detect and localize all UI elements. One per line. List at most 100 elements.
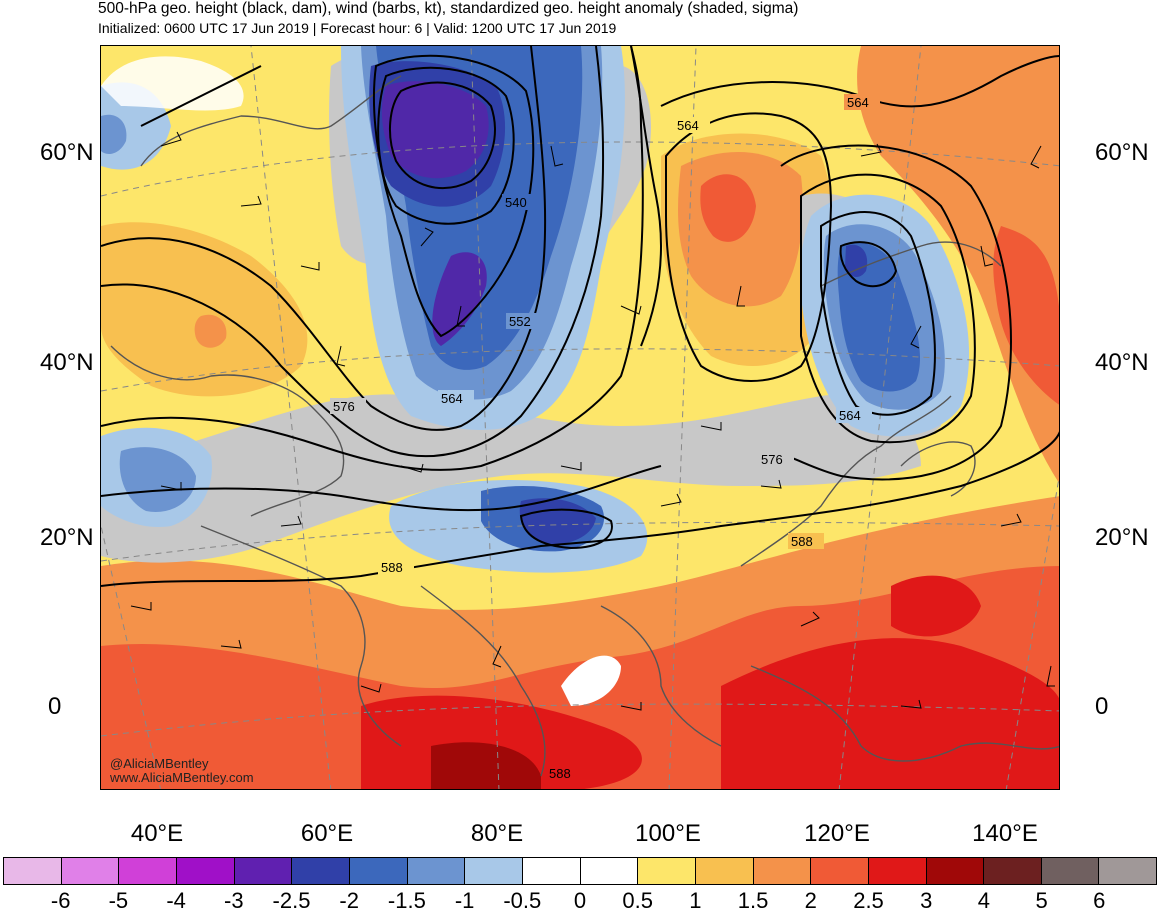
contour-label-564-central: 564 <box>677 118 699 133</box>
contour-label-564-ne: 564 <box>847 95 869 110</box>
wind-barb <box>1046 665 1055 687</box>
wind-barb <box>280 515 302 527</box>
contour-label-540: 540 <box>505 195 527 210</box>
coastlines <box>110 75 1059 777</box>
anomaly-red-maritime <box>721 638 1059 789</box>
contour-584-tibet <box>519 508 613 550</box>
colorbar-bin <box>119 858 177 884</box>
graticule <box>101 46 1059 789</box>
contour-564-north <box>660 55 1059 108</box>
contour-label-552: 552 <box>509 314 531 329</box>
contour-label-564-west: 564 <box>441 391 463 406</box>
anomaly-gray-band <box>101 394 921 563</box>
colorbar-label: 2 <box>804 888 817 913</box>
wind-barb <box>420 227 434 247</box>
gridline-60e <box>250 46 332 789</box>
colorbar-bin <box>522 858 581 884</box>
wind-barb <box>400 463 424 473</box>
lat-label-60n-left: 60°N <box>40 139 94 166</box>
colorbar-bin <box>234 858 293 884</box>
lon-label-60e: 60°E <box>300 820 354 847</box>
anomaly-neg10-middle-east <box>119 447 196 512</box>
lon-label-140e: 140°E <box>972 820 1038 847</box>
colorbar-bin <box>349 858 408 884</box>
lat-label-60n-right: 60°N <box>1095 139 1149 166</box>
map-canvas: 564 564 540 552 564 576 564 576 588 588 … <box>101 46 1059 789</box>
wind-barb <box>160 131 182 147</box>
wind-barb <box>240 195 262 207</box>
wind-barb <box>860 143 882 157</box>
wind-barb <box>160 482 182 491</box>
colorbar-bin <box>1099 858 1157 884</box>
colorbar-label: 1 <box>689 888 702 913</box>
anomaly-orange-europe <box>101 222 308 397</box>
colorbar-label: 2.5 <box>853 888 884 913</box>
height-contours <box>101 46 1059 587</box>
contour-label-588-east: 588 <box>791 534 813 549</box>
contour-label-588-south: 588 <box>549 766 571 781</box>
wind-barbs <box>130 131 1055 711</box>
anomaly-neg20-east <box>845 244 868 278</box>
wind-barb <box>300 262 320 271</box>
lon-label-80e: 80°E <box>470 820 524 847</box>
credit-handle: @AliciaMBentley <box>110 756 209 771</box>
colorbar-label: -0.5 <box>503 888 542 913</box>
coast-okhotsk <box>820 241 1002 287</box>
contour-552-east <box>820 211 936 416</box>
coast-india <box>420 585 546 777</box>
wind-barb <box>336 345 346 367</box>
contour-label-bg <box>506 313 542 329</box>
colorbar-bin <box>984 858 1042 884</box>
colorbar-label: 3 <box>920 888 933 913</box>
contour-588 <box>101 431 1059 587</box>
wind-barb <box>1030 145 1042 169</box>
wind-barb <box>360 683 382 693</box>
contour-576-west <box>101 46 644 471</box>
contour-label-564-east: 564 <box>839 408 861 423</box>
wind-barb <box>1000 513 1022 527</box>
colorbar <box>3 857 1157 885</box>
colorbar-label: -6 <box>50 888 71 913</box>
contour-label-bg <box>844 94 880 110</box>
coast-china <box>740 395 952 567</box>
wind-barb <box>660 493 682 507</box>
wind-barb <box>456 305 465 327</box>
anomaly-orange-europe-core <box>194 314 227 348</box>
colorbar-label: 5 <box>1035 888 1048 913</box>
contour-label-bg <box>438 390 474 406</box>
lon-label-120e: 120°E <box>804 820 870 847</box>
colorbar-bin <box>4 858 62 884</box>
contour-540-east <box>839 241 898 288</box>
contour-528 <box>389 81 496 190</box>
contour-label-588-west: 588 <box>381 560 403 575</box>
colorbar-bin <box>292 858 350 884</box>
contour-label-576-east: 576 <box>761 452 783 467</box>
anomaly-red-mongolia-core <box>700 174 756 242</box>
anomaly-neg25-siberia <box>381 81 489 179</box>
contour-552-west <box>101 46 547 431</box>
anomaly-darkred <box>431 742 541 789</box>
coast-arabia <box>200 525 402 747</box>
colorbar-bin <box>61 858 120 884</box>
wind-barb <box>900 699 922 709</box>
colorbar-bin <box>811 858 869 884</box>
anomaly-white-north <box>101 56 244 111</box>
colorbar-bin <box>695 858 754 884</box>
wind-barb <box>620 702 642 711</box>
coast-maritime <box>750 665 1059 762</box>
contour-label-bg <box>546 765 582 781</box>
colorbar-label: -1.5 <box>387 888 426 913</box>
anomaly-blue-scandinavia-core <box>101 114 127 154</box>
contour-564-west <box>101 46 605 458</box>
contour-576-east-ridge <box>665 112 833 382</box>
colorbar-bin <box>580 858 639 884</box>
coast-indochina <box>600 605 722 747</box>
anomaly-neg25-siberia-south <box>432 252 487 346</box>
wind-barb <box>220 639 242 649</box>
gridline-80e <box>470 46 500 789</box>
anomaly-red-northeast <box>993 226 1059 405</box>
wind-barb <box>700 422 722 431</box>
colorbar-label: -2 <box>339 888 359 913</box>
lon-label-40e: 40°E <box>130 820 184 847</box>
lat-label-20n-left: 20°N <box>40 524 94 551</box>
